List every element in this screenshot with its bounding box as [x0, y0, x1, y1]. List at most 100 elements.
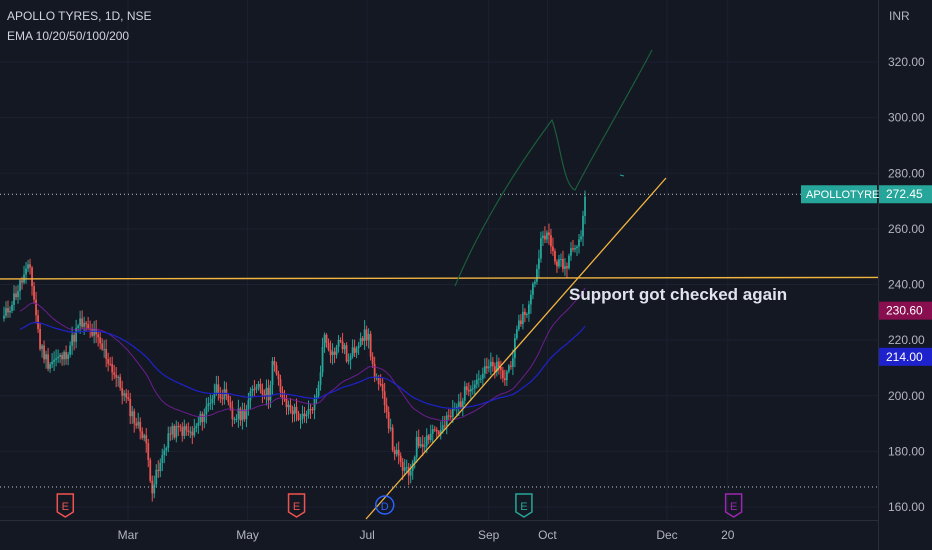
x-tick-label: May — [236, 528, 259, 542]
symbol-title[interactable]: APOLLO TYRES, 1D, NSE — [7, 9, 152, 23]
candle-body — [483, 366, 486, 374]
candle-body — [353, 347, 356, 353]
trend-line — [365, 177, 667, 520]
candle-body — [321, 347, 324, 373]
candle-body — [315, 395, 318, 399]
candle-body — [217, 384, 220, 393]
candle-body — [117, 376, 120, 378]
candle-body — [381, 384, 384, 392]
earnings-marker[interactable]: E — [724, 493, 743, 518]
candle-body — [481, 373, 484, 379]
candle-body — [355, 348, 358, 353]
x-tick-label: Oct — [538, 528, 557, 542]
candle-body — [477, 378, 480, 380]
candle-body — [5, 308, 7, 316]
candle-body — [193, 428, 196, 436]
indicator-legend[interactable]: EMA 10/20/50/100/200 — [7, 29, 130, 43]
candle-body — [143, 435, 146, 438]
candle-body — [473, 384, 476, 389]
candle-body — [273, 361, 276, 366]
candle-body — [185, 426, 188, 431]
candle-body — [109, 363, 112, 365]
candle-body — [550, 235, 552, 247]
candle-body — [530, 294, 532, 305]
candle-body — [517, 320, 520, 330]
candle-body — [157, 469, 160, 472]
candle-body — [135, 423, 138, 426]
candle-body — [69, 345, 72, 355]
candle-body — [207, 403, 210, 407]
candle-body — [171, 425, 174, 435]
x-tick-label: 20 — [721, 528, 735, 542]
candle-body — [31, 267, 33, 287]
candle-body — [423, 445, 426, 447]
candle-body — [47, 354, 49, 369]
candle-body — [17, 291, 19, 298]
x-tick-label: Mar — [118, 528, 139, 542]
candle-body — [487, 366, 490, 369]
candle-body — [511, 358, 514, 367]
candle-body — [15, 293, 17, 298]
candle-body — [101, 343, 104, 350]
candle-body — [521, 311, 524, 325]
candle-body — [439, 429, 442, 434]
candle-body — [421, 444, 424, 447]
candle-body — [201, 413, 204, 422]
candle-body — [491, 361, 494, 367]
candle-body — [27, 264, 29, 269]
candle-body — [389, 427, 392, 429]
candle-body — [397, 449, 400, 456]
candle-body — [503, 378, 506, 381]
earnings-marker[interactable]: E — [515, 493, 533, 518]
candle-body — [495, 361, 498, 372]
candle-body — [329, 349, 332, 356]
candle-body — [313, 398, 316, 410]
marker-label: E — [293, 501, 300, 513]
candle-body — [562, 258, 564, 269]
candle-body — [105, 349, 108, 360]
candle-body — [265, 387, 268, 396]
marker-shape — [287, 493, 306, 518]
candle-body — [401, 461, 404, 471]
candle-body — [95, 329, 98, 335]
symbol-tag-label: APOLLOTYRE — [806, 189, 879, 201]
candle-body — [536, 268, 538, 282]
candle-body — [317, 384, 320, 396]
candle-body — [41, 345, 43, 350]
candle-body — [107, 359, 110, 364]
candle-body — [393, 450, 396, 455]
candle-body — [403, 467, 406, 471]
y-tick-label: 220.00 — [888, 333, 925, 347]
price-axis — [878, 0, 932, 550]
candle-body — [145, 435, 148, 444]
candle-body — [465, 386, 468, 391]
candle-body — [229, 402, 232, 408]
candle-body — [25, 268, 27, 275]
marker-shape — [56, 493, 75, 518]
candle-body — [295, 406, 298, 414]
marker-label: E — [730, 501, 737, 513]
symbol-price-tag — [801, 185, 877, 204]
candle-body — [285, 398, 288, 408]
candle-body — [443, 425, 446, 427]
candle-body — [275, 365, 278, 374]
candle-body — [237, 408, 240, 419]
candle-body — [544, 235, 546, 240]
candle-body — [540, 238, 542, 259]
candle-body — [552, 246, 554, 252]
candle-body — [373, 363, 376, 379]
candle-body — [556, 261, 558, 267]
candle-body — [195, 426, 198, 429]
candle-body — [499, 367, 502, 371]
candle-body — [542, 235, 544, 239]
candle-body — [223, 389, 226, 400]
candle-body — [515, 329, 518, 339]
candle-body — [137, 421, 140, 426]
earnings-marker[interactable]: E — [56, 493, 75, 518]
dividend-marker[interactable]: D — [375, 495, 395, 515]
candle-body — [11, 304, 13, 311]
candle-body — [532, 283, 534, 295]
candle-body — [341, 341, 344, 350]
earnings-marker[interactable]: E — [287, 493, 306, 518]
